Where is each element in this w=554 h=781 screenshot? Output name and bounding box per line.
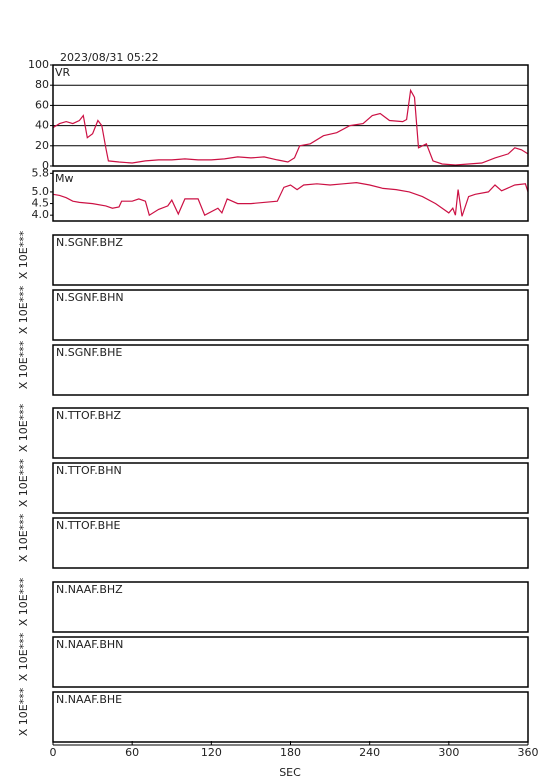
y-tick-label: 80 <box>35 78 49 91</box>
station-label: N.NAAF.BHN <box>56 638 123 651</box>
x-tick-label: 0 <box>50 746 57 759</box>
y-tick-label: 5.0 <box>32 185 50 198</box>
panel-axis-label: X 10E*** <box>17 577 30 626</box>
trace-panel <box>52 462 529 514</box>
x-tick-label: 120 <box>201 746 222 759</box>
station-label: N.NAAF.BHE <box>56 693 122 706</box>
x-tick-label: 300 <box>438 746 459 759</box>
trace-panel <box>52 691 529 743</box>
panel-axis-label: X 10E*** <box>17 687 30 736</box>
y-tick-label: 40 <box>35 119 49 132</box>
y-tick-label: 4.0 <box>32 208 50 221</box>
station-label: N.SGNF.BHN <box>56 291 124 304</box>
trace-panel <box>52 517 529 569</box>
station-label: N.SGNF.BHZ <box>56 236 123 249</box>
data-line <box>52 88 529 166</box>
station-label: N.TTOF.BHE <box>56 519 121 532</box>
x-tick-label: 240 <box>359 746 380 759</box>
plot-frame <box>52 64 529 167</box>
data-line <box>52 181 529 217</box>
y-tick-label: 20 <box>35 139 49 152</box>
trace-panel <box>52 344 529 396</box>
y-tick-label: 100 <box>28 58 49 71</box>
trace-panel <box>52 407 529 459</box>
y-tick-label: 4.5 <box>32 197 50 210</box>
trace-panel <box>52 289 529 341</box>
station-label: N.SGNF.BHE <box>56 346 122 359</box>
x-tick-label: 360 <box>518 746 539 759</box>
x-axis-label: SEC <box>279 766 301 779</box>
trace-panel <box>52 581 529 633</box>
timestamp: 2023/08/31 05:22 <box>60 51 159 64</box>
station-label: N.TTOF.BHZ <box>56 409 122 422</box>
plot-frame <box>52 170 529 222</box>
y-tick-label: 60 <box>35 98 49 111</box>
station-label: N.TTOF.BHN <box>56 464 122 477</box>
panel-axis-label: X 10E*** <box>17 285 30 334</box>
panel-axis-label: X 10E*** <box>17 632 30 681</box>
x-tick-label: 60 <box>125 746 139 759</box>
panel-axis-label: X 10E*** <box>17 458 30 507</box>
trace-panel <box>52 636 529 688</box>
y-tick-label: 5.8 <box>32 166 50 179</box>
y-tick-label: 0 <box>42 159 49 172</box>
station-label: N.NAAF.BHZ <box>56 583 123 596</box>
panel-axis-label: X 10E*** <box>17 340 30 389</box>
panel-axis-label: X 10E*** <box>17 403 30 452</box>
chart-label: VR <box>55 66 71 79</box>
panel-axis-label: X 10E*** <box>17 230 30 279</box>
chart-label: Mw <box>55 172 74 185</box>
panel-axis-label: X 10E*** <box>17 513 30 562</box>
trace-panel <box>52 234 529 286</box>
x-tick-label: 180 <box>280 746 301 759</box>
